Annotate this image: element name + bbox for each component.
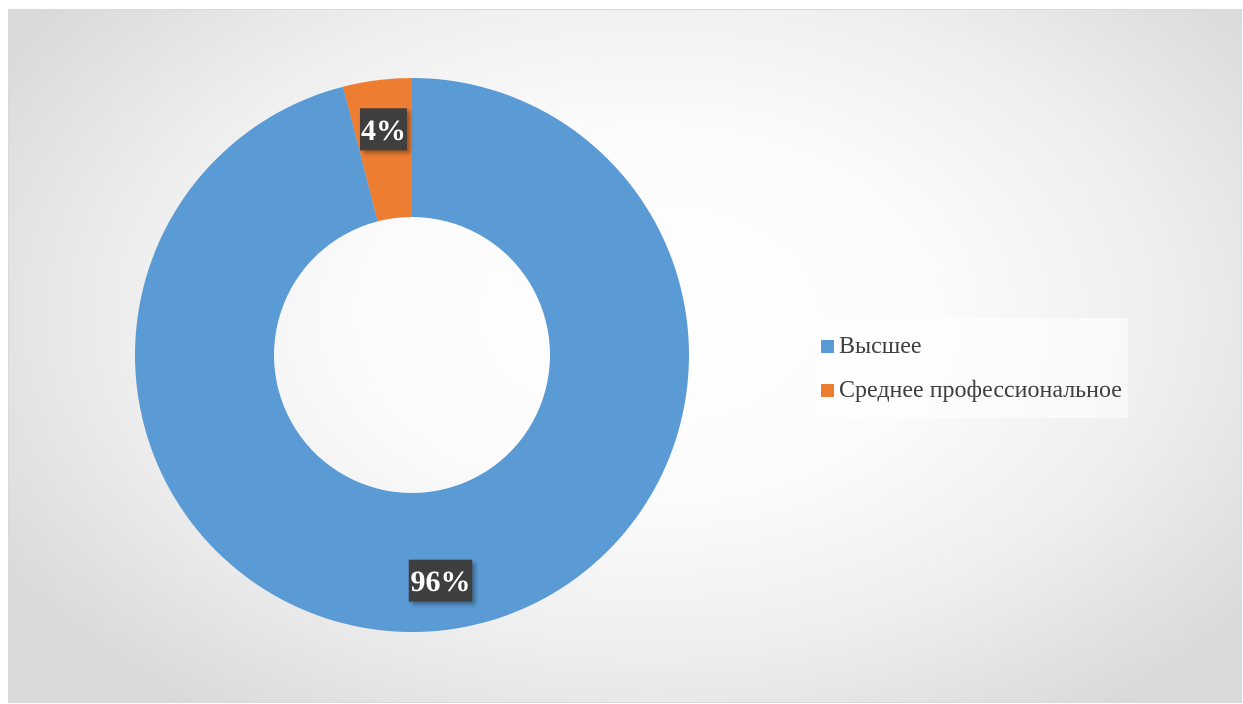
slices-group [134, 78, 689, 632]
chart-area: 96% 4% Высшее Среднее профессиональное [8, 9, 1242, 703]
legend-item-vocational: Среднее профессиональное [821, 368, 1122, 412]
legend-swatch-higher [821, 339, 834, 353]
data-label-vocational-box [359, 108, 407, 151]
data-label-vocational-text: 4% [361, 114, 406, 147]
donut-chart: 96% 4% [134, 78, 689, 632]
slice-higher [134, 78, 689, 632]
legend-label-higher: Высшее [839, 332, 922, 359]
legend: Высшее Среднее профессиональное [817, 318, 1128, 418]
legend-item-higher: Высшее [821, 324, 1122, 368]
data-label-higher-text: 96% [411, 565, 471, 598]
data-label-higher-box [408, 559, 473, 602]
data-label-vocational: 4% [359, 108, 407, 151]
labels-group: 96% 4% [359, 108, 473, 602]
legend-label-vocational: Среднее профессиональное [839, 376, 1122, 403]
legend-swatch-vocational [821, 383, 834, 397]
data-label-higher: 96% [408, 559, 473, 602]
